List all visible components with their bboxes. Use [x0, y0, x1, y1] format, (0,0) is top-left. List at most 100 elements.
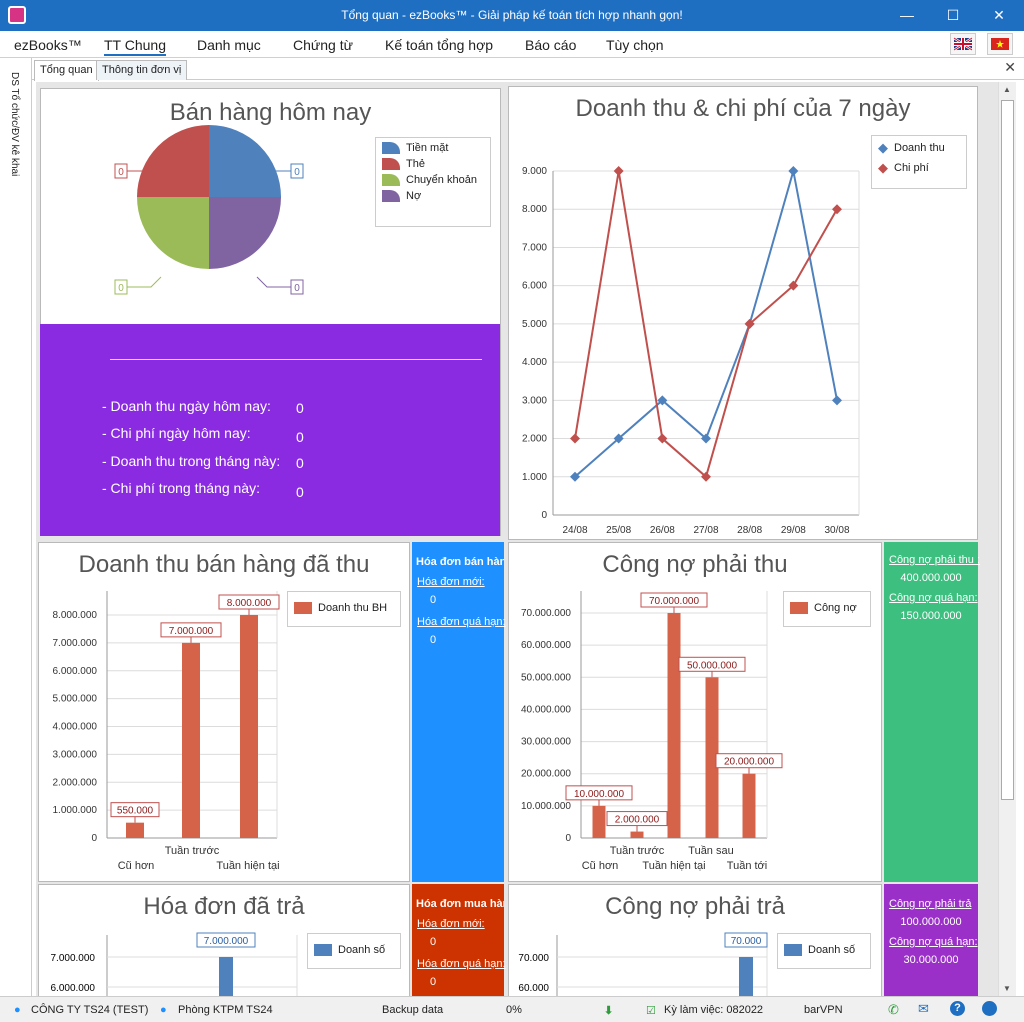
- line-ytick-5: 5.000: [522, 319, 547, 330]
- download-arrow-icon[interactable]: ⬇: [604, 1005, 614, 1017]
- bar1-label-0: 550.000: [117, 806, 154, 817]
- menu-chung-tu[interactable]: Chứng từ: [293, 37, 353, 53]
- menu-ezbooks[interactable]: ezBooks™: [14, 37, 82, 53]
- org-list-tab-label[interactable]: DS Tổ chức/ĐV kê khai: [9, 72, 20, 177]
- menu-tt-chung[interactable]: TT Chung: [104, 37, 166, 56]
- sales-new-invoice-link[interactable]: Hóa đơn mới:: [417, 576, 485, 588]
- pie-leader-tien-mat: [256, 170, 291, 182]
- bar2-label-3: 50.000.000: [687, 660, 737, 671]
- tab-thong-tin-don-vi[interactable]: Thông tin đơn vị: [96, 60, 188, 80]
- collected-sales-bar-chart: 0 1.000.000 2.000.000 3.000.000 4.000.000 5.0…: [53, 591, 280, 872]
- collected-sales-legend: Doanh thu BH: [287, 591, 401, 627]
- payable-overdue-link[interactable]: Công nợ quá hạn:: [889, 936, 978, 948]
- sales-overdue-invoice-link[interactable]: Hóa đơn quá hạn:: [417, 616, 506, 628]
- mail-icon[interactable]: ✉: [918, 1001, 929, 1016]
- collected-sales-panel: Doanh thu bán hàng đã thu 0 1.000.000 2.00…: [38, 542, 410, 882]
- line-xtick-6: 30/08: [824, 525, 849, 536]
- sales-pie-legend: Tiền mặt Thẻ Chuyển khoản Nợ: [375, 137, 491, 227]
- bar2-ytick-2: 20.000.000: [521, 769, 571, 780]
- bar2-label-box-3: [678, 656, 746, 672]
- bar2-xtick-0: Cũ hơn: [582, 860, 619, 872]
- line-point-1-2: [657, 433, 668, 444]
- scrollbar-thumb[interactable]: [1001, 100, 1014, 800]
- sales-new-invoice-value: 0: [430, 594, 437, 606]
- purchase-new-invoice-link[interactable]: Hóa đơn mới:: [417, 918, 485, 930]
- app-icon: [8, 6, 26, 24]
- bar2-ytick-5: 50.000.000: [521, 672, 571, 683]
- bar2-ytick-4: 40.000.000: [521, 704, 571, 715]
- legend-item-the: Thẻ: [382, 158, 484, 170]
- payable-total-link[interactable]: Công nợ phải trả: [889, 898, 972, 910]
- line-xtick-2: 26/08: [650, 525, 675, 536]
- messenger-icon[interactable]: [982, 1001, 997, 1016]
- bar1-label-1: 7.000.000: [169, 626, 214, 637]
- menu-tuy-chon[interactable]: Tùy chọn: [606, 37, 664, 53]
- menu-bao-cao[interactable]: Báo cáo: [525, 37, 577, 53]
- purchase-invoice-header: Hóa đơn mua hàng: [416, 898, 504, 910]
- bar1-ytick-4: 4.000.000: [53, 722, 98, 733]
- scroll-up-icon[interactable]: ▲: [1003, 85, 1011, 94]
- bar2-ytick-0: 0: [565, 833, 571, 844]
- pie-label-no: 0: [294, 283, 300, 294]
- vn-flag-icon[interactable]: [987, 33, 1013, 55]
- line-ytick-9: 9.000: [522, 166, 547, 177]
- purchase-new-invoice-value: 0: [430, 936, 437, 948]
- scroll-down-icon[interactable]: ▼: [1003, 984, 1011, 993]
- pie-slice-tien-mat: [209, 125, 281, 197]
- payable-ytick-70: 70.000: [518, 953, 549, 964]
- bar1-ytick-2: 2.000.000: [53, 777, 98, 788]
- pie-leader-no: [256, 276, 291, 288]
- vertical-scrollbar[interactable]: ▲ ▼: [998, 82, 1016, 996]
- document-tab-bar: Tổng quan Thông tin đơn vị ✕: [32, 58, 1024, 81]
- receivable-total-link[interactable]: Công nợ phải thu :: [889, 554, 980, 566]
- sales-invoice-header: Hóa đơn bán hàng: [416, 556, 504, 568]
- purchase-overdue-invoice-link[interactable]: Hóa đơn quá hạn:: [417, 958, 506, 970]
- close-tab-icon[interactable]: ✕: [1004, 59, 1016, 75]
- line-ytick-7: 7.000: [522, 242, 547, 253]
- bar1-ytick-0: 0: [91, 833, 97, 844]
- status-bar: ● CÔNG TY TS24 (TEST) ● Phòng KTPM TS24 …: [0, 996, 1024, 1022]
- legend-item-doanh-thu: ◆ Doanh thu: [878, 140, 945, 155]
- bar2-label-box-1: [606, 811, 668, 827]
- uk-flag-icon[interactable]: [950, 33, 976, 55]
- bar2-bar-2: [667, 613, 681, 838]
- pie-leader-the: [127, 170, 162, 182]
- bar2-label-4: 20.000.000: [724, 757, 774, 768]
- legend-item-cong-no: Công nợ: [790, 602, 864, 614]
- menu-ke-toan-tong-hop[interactable]: Kế toán tổng hợp: [385, 37, 494, 53]
- pie-slice-chuyen-khoan: [137, 197, 209, 269]
- progress-percent: 0%: [506, 1004, 522, 1016]
- menu-danh-muc[interactable]: Danh mục: [197, 37, 261, 53]
- paid-invoice-bar-chart: 7.000.000 6.000.000 7.000.000: [51, 932, 298, 996]
- bar2-bar-0: [592, 805, 606, 838]
- minimize-button[interactable]: —: [900, 7, 914, 23]
- paid-invoice-panel: Hóa đơn đã trả 7.000.000 6.000.000 7.000…: [38, 884, 410, 996]
- close-button[interactable]: ✕: [993, 7, 1005, 23]
- pie-slice-the: [137, 125, 209, 197]
- tab-tong-quan[interactable]: Tổng quan: [34, 60, 99, 81]
- sales-today-title: Bán hàng hôm nay: [169, 99, 372, 126]
- line-point-1-0: [570, 433, 580, 444]
- line-point-0-2: [657, 395, 668, 406]
- line-xtick-5: 29/08: [781, 525, 806, 536]
- bar1-label-2: 8.000.000: [227, 598, 272, 609]
- company-icon: ●: [14, 1004, 21, 1016]
- legend-item-no: Nợ: [382, 190, 484, 202]
- phone-icon[interactable]: ✆: [888, 1002, 899, 1017]
- paid-ytick-7m: 7.000.000: [51, 953, 96, 964]
- bar2-xtick-4: Tuần tới: [727, 860, 767, 872]
- line-point-0-5: [788, 166, 799, 176]
- line-xtick-1: 25/08: [606, 525, 631, 536]
- receivable-title: Công nợ phải thu: [602, 551, 788, 578]
- revenue-expense-line-chart: 0 1.000 2.000 3.000 4.000 5.000 6.000 7.000 8.00…: [522, 166, 860, 536]
- backup-data-button[interactable]: Backup data: [382, 1004, 444, 1016]
- receivable-overdue-link[interactable]: Công nợ quá hạn:: [889, 592, 978, 604]
- line-ytick-6: 6.000: [522, 281, 547, 292]
- legend-item-chuyen-khoan: Chuyển khoản: [382, 174, 484, 186]
- menu-bar: ezBooks™ TT Chung Danh mục Chứng từ Kế t…: [0, 31, 1024, 58]
- left-side-strip[interactable]: DS Tổ chức/ĐV kê khai: [0, 58, 32, 996]
- help-icon[interactable]: ?: [950, 1001, 965, 1016]
- maximize-button[interactable]: ☐: [946, 7, 960, 23]
- bar2-label-2: 70.000.000: [649, 596, 699, 607]
- status-vpn[interactable]: barVPN: [804, 1004, 843, 1016]
